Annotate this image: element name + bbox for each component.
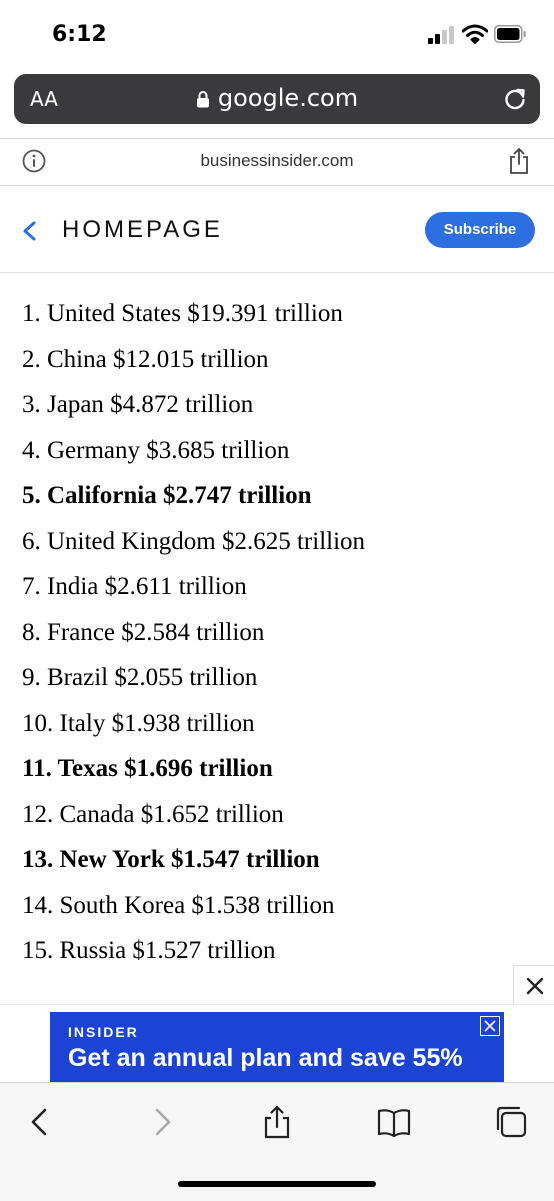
share-icon[interactable] [260,1105,294,1139]
text-size-button[interactable]: AA [30,87,58,111]
share-icon[interactable] [508,147,530,175]
gdp-ranking-list: 1. United States $19.391 trillion 2. Chi… [22,294,365,977]
address-bar[interactable]: AA google.com [14,74,540,124]
list-item: 9. Brazil $2.055 trillion [22,664,258,691]
homepage-link[interactable]: HOMEPAGE [62,216,223,243]
list-item: 12. Canada $1.652 trillion [22,800,284,828]
ad-headline: Get an annual plan and save 55% [68,1044,463,1072]
list-item: 8. France $2.584 trillion [22,618,265,646]
info-icon[interactable] [22,149,46,173]
list-item: 13. New York $1.547 trillion [22,846,320,873]
ad-banner[interactable]: INSIDER Get an annual plan and save 55% [50,1012,504,1082]
battery-icon [494,25,526,43]
ad-dismiss-icon[interactable] [480,1016,500,1036]
list-item: 14. South Korea $1.538 trillion [22,891,335,919]
subscribe-button[interactable]: Subscribe [425,212,535,248]
forward-icon[interactable] [144,1105,178,1139]
lock-icon [196,91,209,108]
chevron-left-icon[interactable] [20,220,40,242]
list-item: 15. Russia $1.527 trillion [22,937,276,964]
reload-icon[interactable] [502,86,528,112]
site-name: businessinsider.com [200,151,354,170]
url-domain: google.com [217,84,359,112]
status-time: 6:12 [52,22,107,47]
list-item: 11. Texas $1.696 trillion [22,755,273,782]
home-indicator [178,1181,376,1187]
list-item: 4. Germany $3.685 trillion [22,436,290,464]
ad-divider [0,1004,554,1005]
cellular-signal-icon [428,26,454,44]
list-item: 10. Italy $1.938 trillion [22,709,255,737]
tabs-icon[interactable] [494,1105,528,1139]
ad-close-button[interactable] [513,965,554,1006]
bookmarks-icon[interactable] [377,1105,411,1139]
url-display[interactable]: google.com [14,84,540,112]
list-item: 6. United Kingdom $2.625 trillion [22,527,366,555]
list-item: 5. California $2.747 trillion [22,482,312,509]
site-info-bar: businessinsider.com [0,138,554,186]
list-item: 3. Japan $4.872 trillion [22,391,254,418]
close-icon [526,977,544,995]
list-item: 1. United States $19.391 trillion [22,300,343,327]
list-item: 7. India $2.611 trillion [22,573,247,600]
page-header: HOMEPAGE Subscribe [0,186,554,273]
ad-brand: INSIDER [68,1024,139,1040]
list-item: 2. China $12.015 trillion [22,345,269,373]
status-bar: 6:12 [0,0,554,64]
wifi-icon [462,24,488,44]
back-icon[interactable] [24,1105,58,1139]
